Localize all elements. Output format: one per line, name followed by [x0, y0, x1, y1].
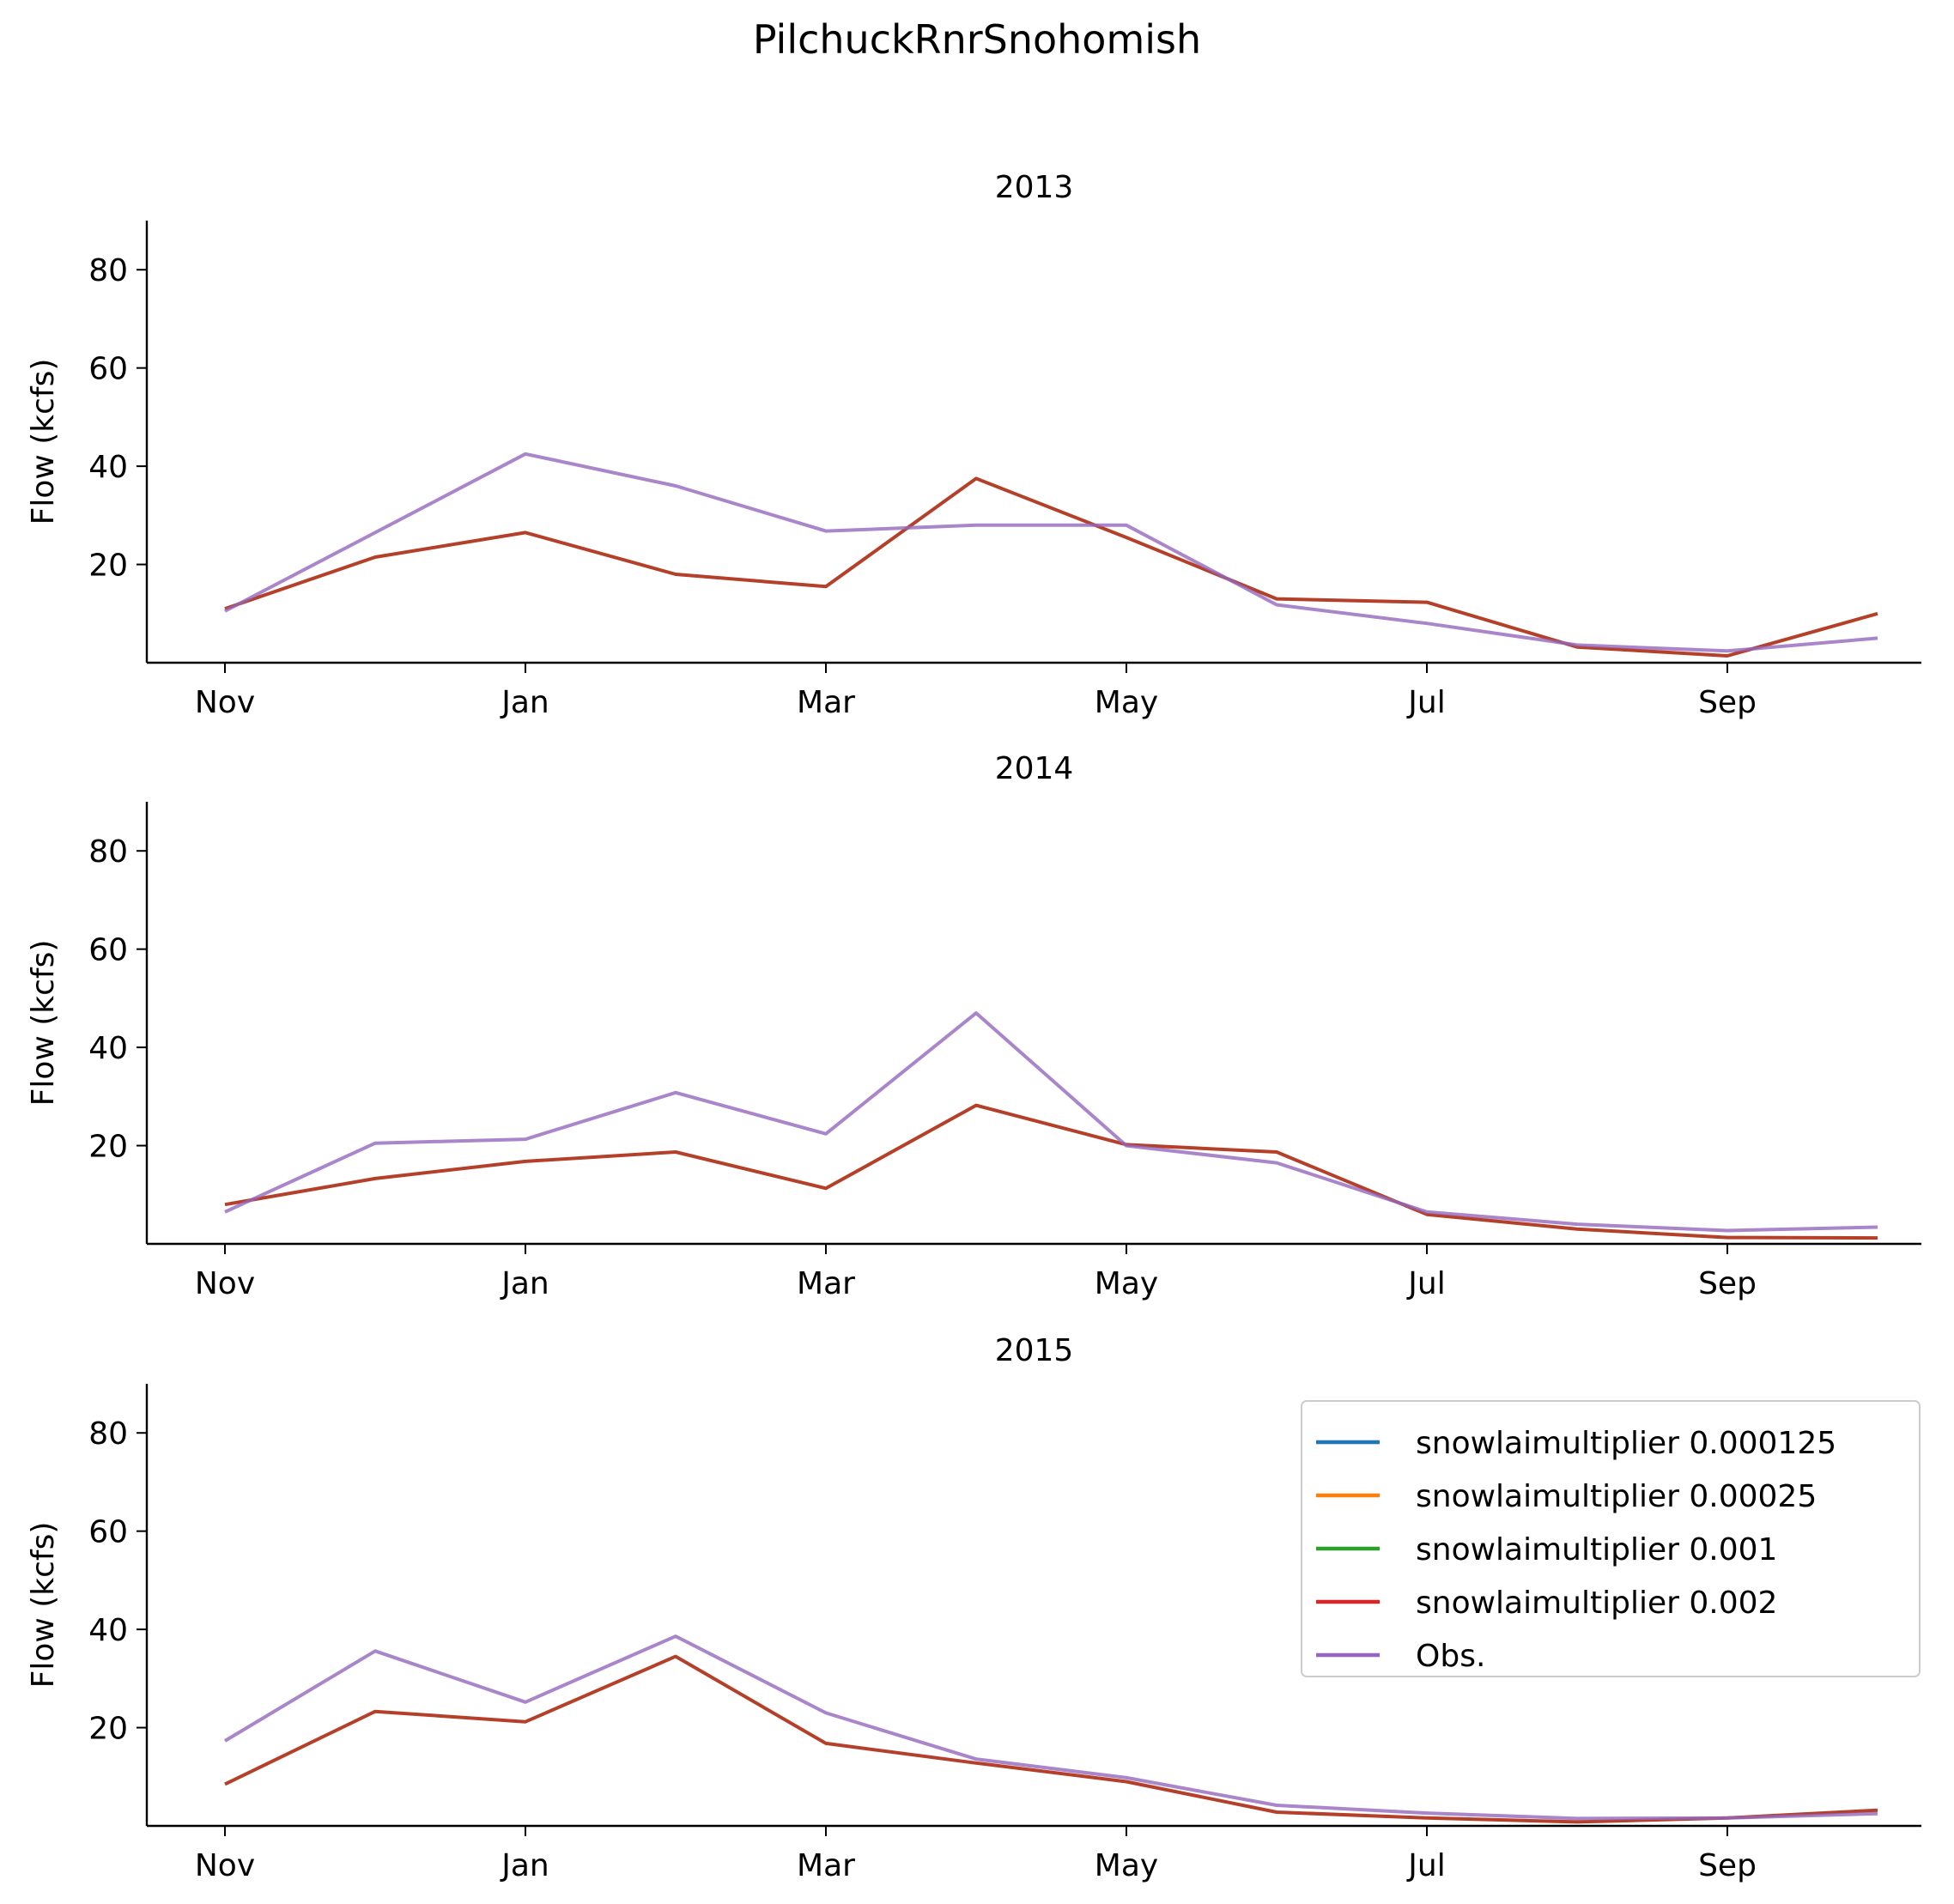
panel-title: 2013	[995, 170, 1074, 205]
legend-label: snowlaimultiplier 0.001	[1416, 1532, 1777, 1567]
series-line-obs	[224, 1011, 1878, 1233]
y-axis-label: Flow (kcfs)	[26, 940, 61, 1107]
y-tick-label: 80	[88, 1416, 128, 1452]
x-tick-label: May	[1095, 1848, 1158, 1883]
panel-title: 2015	[995, 1333, 1074, 1368]
series-line-simulated	[224, 1103, 1878, 1240]
x-tick-label: Jan	[500, 1848, 549, 1883]
series-line-simulated	[224, 476, 1878, 658]
y-tick-label: 20	[88, 1712, 128, 1747]
legend-frame	[1301, 1400, 1921, 1677]
y-tick-label: 40	[88, 1031, 128, 1066]
y-tick-label: 60	[88, 933, 128, 968]
y-axis-label: Flow (kcfs)	[26, 1522, 61, 1689]
legend-label: snowlaimultiplier 0.000125	[1416, 1426, 1836, 1461]
panel-2015: 2015 20 40 60 80 Nov Jan Mar May Jul Sep Flow (kcfs…	[26, 1333, 1921, 1883]
x-tick-label: Nov	[195, 685, 255, 720]
x-tick-label: May	[1095, 1266, 1158, 1301]
series-line-obs	[224, 452, 1878, 653]
figure-title: PilchuckRnrSnohomish	[753, 16, 1201, 63]
x-tick-label: Sep	[1698, 1848, 1757, 1883]
y-tick-label: 80	[88, 834, 128, 870]
legend-label: Obs.	[1416, 1639, 1485, 1674]
y-tick-label: 60	[88, 1515, 128, 1550]
panel-2013: 2013 20 40 60 80 Nov Jan Mar May Jul Sep Flow (kcfs…	[26, 170, 1921, 720]
legend: snowlaimultiplier 0.000125 snowlaimultipl…	[1301, 1400, 1921, 1677]
panels: 2013 20 40 60 80 Nov Jan Mar May Jul Sep Flow (kcfs…	[26, 170, 1921, 1883]
x-tick-label: Sep	[1698, 1266, 1757, 1301]
x-tick-label: Mar	[797, 685, 855, 720]
x-tick-label: Nov	[195, 1266, 255, 1301]
x-tick-label: Nov	[195, 1848, 255, 1883]
x-tick-label: Jul	[1406, 1266, 1445, 1301]
legend-label: snowlaimultiplier 0.002	[1416, 1586, 1777, 1621]
x-tick-label: Mar	[797, 1266, 855, 1301]
y-tick-label: 40	[88, 1613, 128, 1648]
panel-2014: 2014 20 40 60 80 Nov Jan Mar May Jul Sep Flow (kcfs…	[26, 751, 1921, 1301]
x-tick-label: Jul	[1406, 1848, 1445, 1883]
y-tick-label: 40	[88, 450, 128, 485]
panel-title: 2014	[995, 751, 1074, 786]
y-axis-label: Flow (kcfs)	[26, 359, 61, 525]
x-tick-label: Jan	[500, 685, 549, 720]
series-line-simulated	[224, 1654, 1878, 1824]
y-tick-label: 20	[88, 549, 128, 584]
series-line-obs	[223, 1634, 1878, 1821]
legend-label: snowlaimultiplier 0.00025	[1416, 1479, 1817, 1514]
y-tick-label: 20	[88, 1130, 128, 1165]
x-tick-label: Mar	[797, 1848, 855, 1883]
y-tick-label: 60	[88, 352, 128, 387]
y-tick-label: 80	[88, 253, 128, 288]
x-tick-label: Jul	[1406, 685, 1445, 720]
x-tick-label: Sep	[1698, 685, 1757, 720]
x-tick-label: May	[1095, 685, 1158, 720]
x-tick-label: Jan	[500, 1266, 549, 1301]
